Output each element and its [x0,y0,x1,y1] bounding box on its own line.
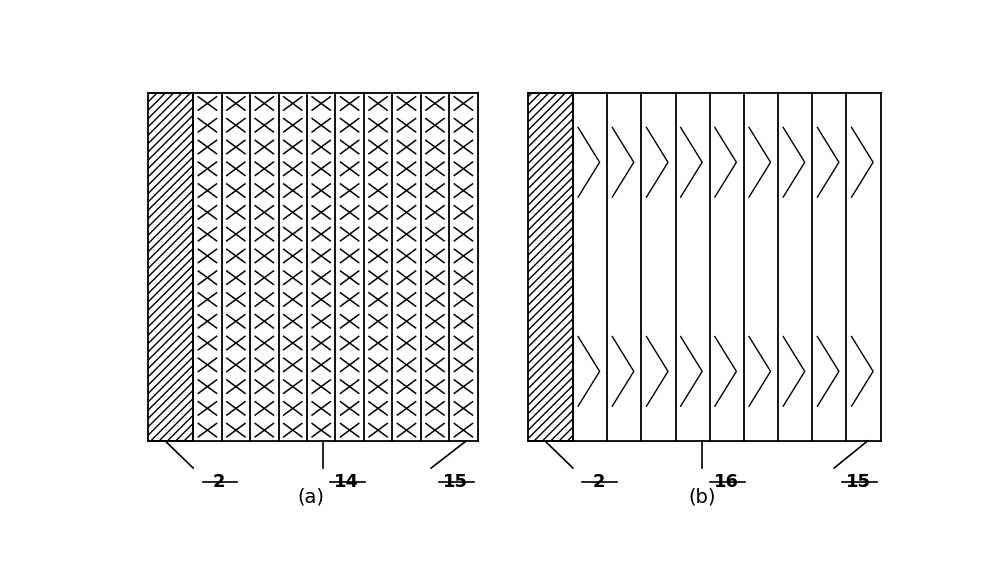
Text: 2: 2 [213,474,225,492]
Text: 15: 15 [846,474,871,492]
Text: 15: 15 [443,474,468,492]
Text: 14: 14 [334,474,359,492]
Bar [148,93,193,441]
Bar [528,93,573,441]
Text: 16: 16 [714,474,739,492]
Text: (b): (b) [689,487,716,506]
Text: (a): (a) [298,487,324,506]
Text: 2: 2 [592,474,605,492]
